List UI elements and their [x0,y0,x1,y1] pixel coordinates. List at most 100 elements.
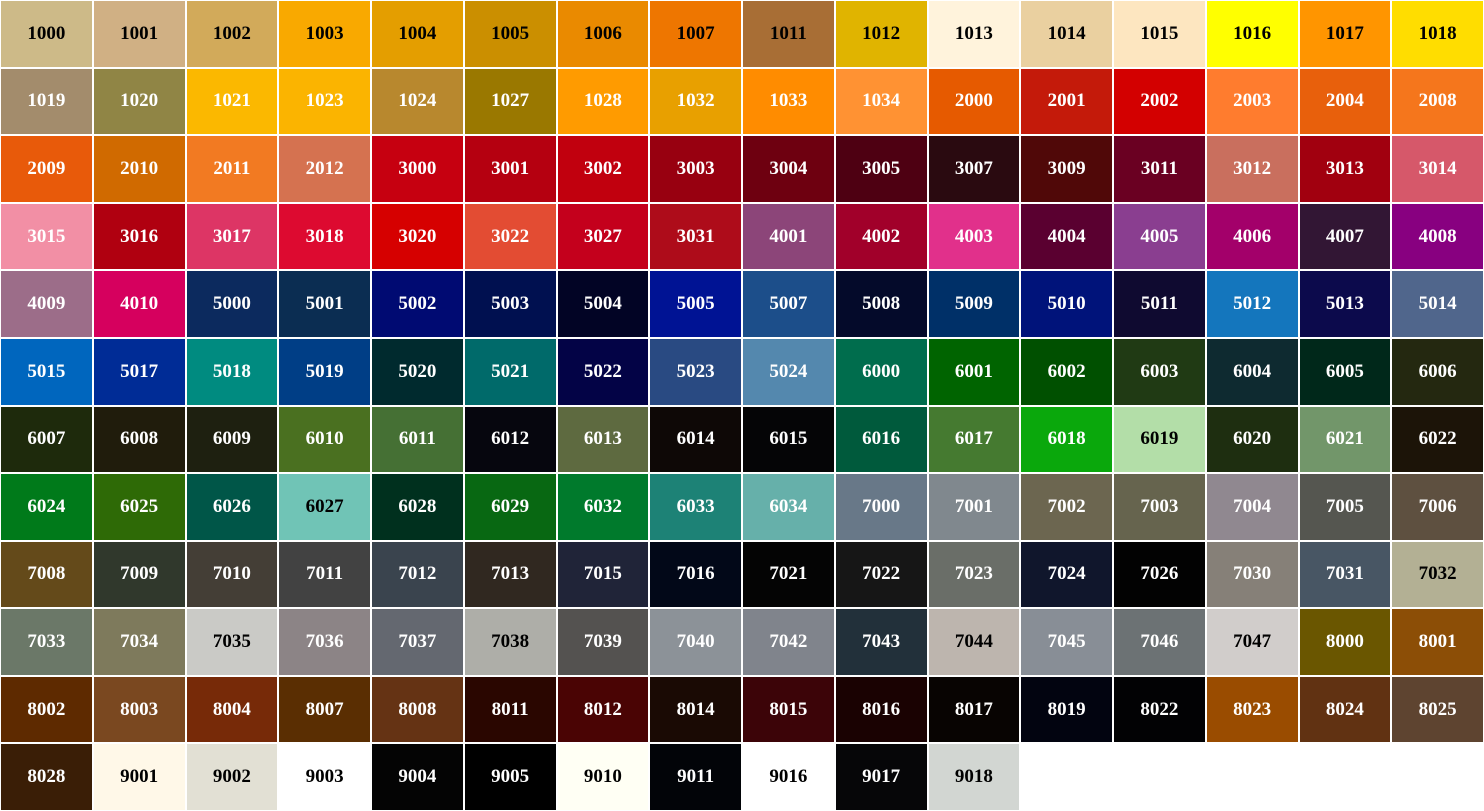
color-swatch: 6032 [557,474,649,540]
color-swatch: 3012 [1206,136,1298,202]
color-swatch: 5000 [186,271,278,337]
color-swatch: 1019 [1,68,92,135]
color-swatch: 7040 [650,609,741,675]
color-swatch: 7045 [1021,609,1112,675]
color-swatch: 8022 [1114,676,1205,743]
color-swatch: 7030 [1206,541,1298,608]
color-swatch: 7012 [372,541,463,608]
color-swatch: 1003 [279,1,370,67]
color-swatch: 1021 [186,68,278,135]
color-swatch: 6004 [1206,338,1298,405]
color-swatch: 1006 [557,1,649,67]
color-swatch: 1032 [650,68,741,135]
color-swatch: 7002 [1021,474,1112,540]
color-swatch: 3016 [93,203,185,270]
color-swatch: 5023 [650,338,741,405]
color-swatch: 5005 [650,271,741,337]
color-swatch: 8007 [279,676,370,743]
color-swatch: 7042 [743,609,834,675]
color-swatch: 6016 [835,406,927,473]
color-swatch: 6013 [557,406,649,473]
color-swatch: 7039 [557,609,649,675]
color-swatch: 8028 [1,744,92,810]
color-swatch: 9003 [279,744,370,810]
color-swatch: 5024 [743,338,834,405]
color-swatch: 6000 [835,338,927,405]
color-swatch: 9017 [835,744,927,810]
color-swatch: 1024 [372,68,463,135]
color-swatch: 7013 [464,541,556,608]
color-swatch: 1000 [1,1,92,67]
color-swatch: 3031 [650,203,741,270]
color-swatch: 8004 [186,676,278,743]
color-swatch: 1033 [743,68,834,135]
color-swatch: 8017 [928,676,1020,743]
color-swatch: 6006 [1392,338,1483,405]
color-swatch: 9001 [93,744,185,810]
color-swatch: 8015 [743,676,834,743]
color-swatch: 8000 [1299,609,1391,675]
color-swatch: 6024 [1,474,92,540]
color-swatch: 7038 [464,609,556,675]
color-swatch: 1011 [743,1,834,67]
color-swatch: 4008 [1392,203,1483,270]
color-swatch: 2000 [928,68,1020,135]
color-swatch: 6012 [464,406,556,473]
color-swatch: 6011 [372,406,463,473]
color-swatch: 1034 [835,68,927,135]
color-swatch: 6028 [372,474,463,540]
color-swatch: 7044 [928,609,1020,675]
color-swatch: 5015 [1,338,92,405]
color-swatch: 7036 [279,609,370,675]
color-swatch: 7043 [835,609,927,675]
color-swatch: 5022 [557,338,649,405]
color-swatch: 6034 [743,474,834,540]
color-swatch: 4009 [1,271,92,337]
color-swatch: 7010 [186,541,278,608]
color-swatch: 5019 [279,338,370,405]
color-swatch: 7033 [1,609,92,675]
color-swatch: 6010 [279,406,370,473]
color-swatch: 5009 [928,271,1020,337]
color-swatch: 6029 [464,474,556,540]
color-swatch: 7006 [1392,474,1483,540]
color-swatch: 6019 [1114,406,1205,473]
color-swatch: 7016 [650,541,741,608]
color-swatch: 7023 [928,541,1020,608]
color-swatch: 3017 [186,203,278,270]
color-swatch: 5014 [1392,271,1483,337]
color-swatch: 2004 [1299,68,1391,135]
color-swatch: 7037 [372,609,463,675]
color-swatch: 7003 [1114,474,1205,540]
color-swatch: 1020 [93,68,185,135]
color-swatch: 1013 [928,1,1020,67]
color-swatch: 7022 [835,541,927,608]
color-swatch: 3001 [464,136,556,202]
color-swatch: 3005 [835,136,927,202]
color-swatch: 7004 [1206,474,1298,540]
color-swatch: 1004 [372,1,463,67]
color-swatch: 6014 [650,406,741,473]
color-swatch: 4004 [1021,203,1112,270]
color-swatch: 5020 [372,338,463,405]
color-swatch: 7032 [1392,541,1483,608]
color-swatch: 5003 [464,271,556,337]
color-swatch: 8023 [1206,676,1298,743]
color-swatch: 5013 [1299,271,1391,337]
color-swatch: 6025 [93,474,185,540]
color-swatch: 6002 [1021,338,1112,405]
color-swatch: 7008 [1,541,92,608]
color-swatch: 9002 [186,744,278,810]
color-swatch: 7001 [928,474,1020,540]
color-swatch: 8019 [1021,676,1112,743]
color-swatch: 3013 [1299,136,1391,202]
color-swatch: 5008 [835,271,927,337]
color-swatch: 5011 [1114,271,1205,337]
color-swatch: 3000 [372,136,463,202]
color-swatch: 6033 [650,474,741,540]
color-swatch: 6001 [928,338,1020,405]
color-swatch: 6021 [1299,406,1391,473]
color-swatch: 1027 [464,68,556,135]
color-swatch: 1016 [1206,1,1298,67]
color-swatch: 2012 [279,136,370,202]
